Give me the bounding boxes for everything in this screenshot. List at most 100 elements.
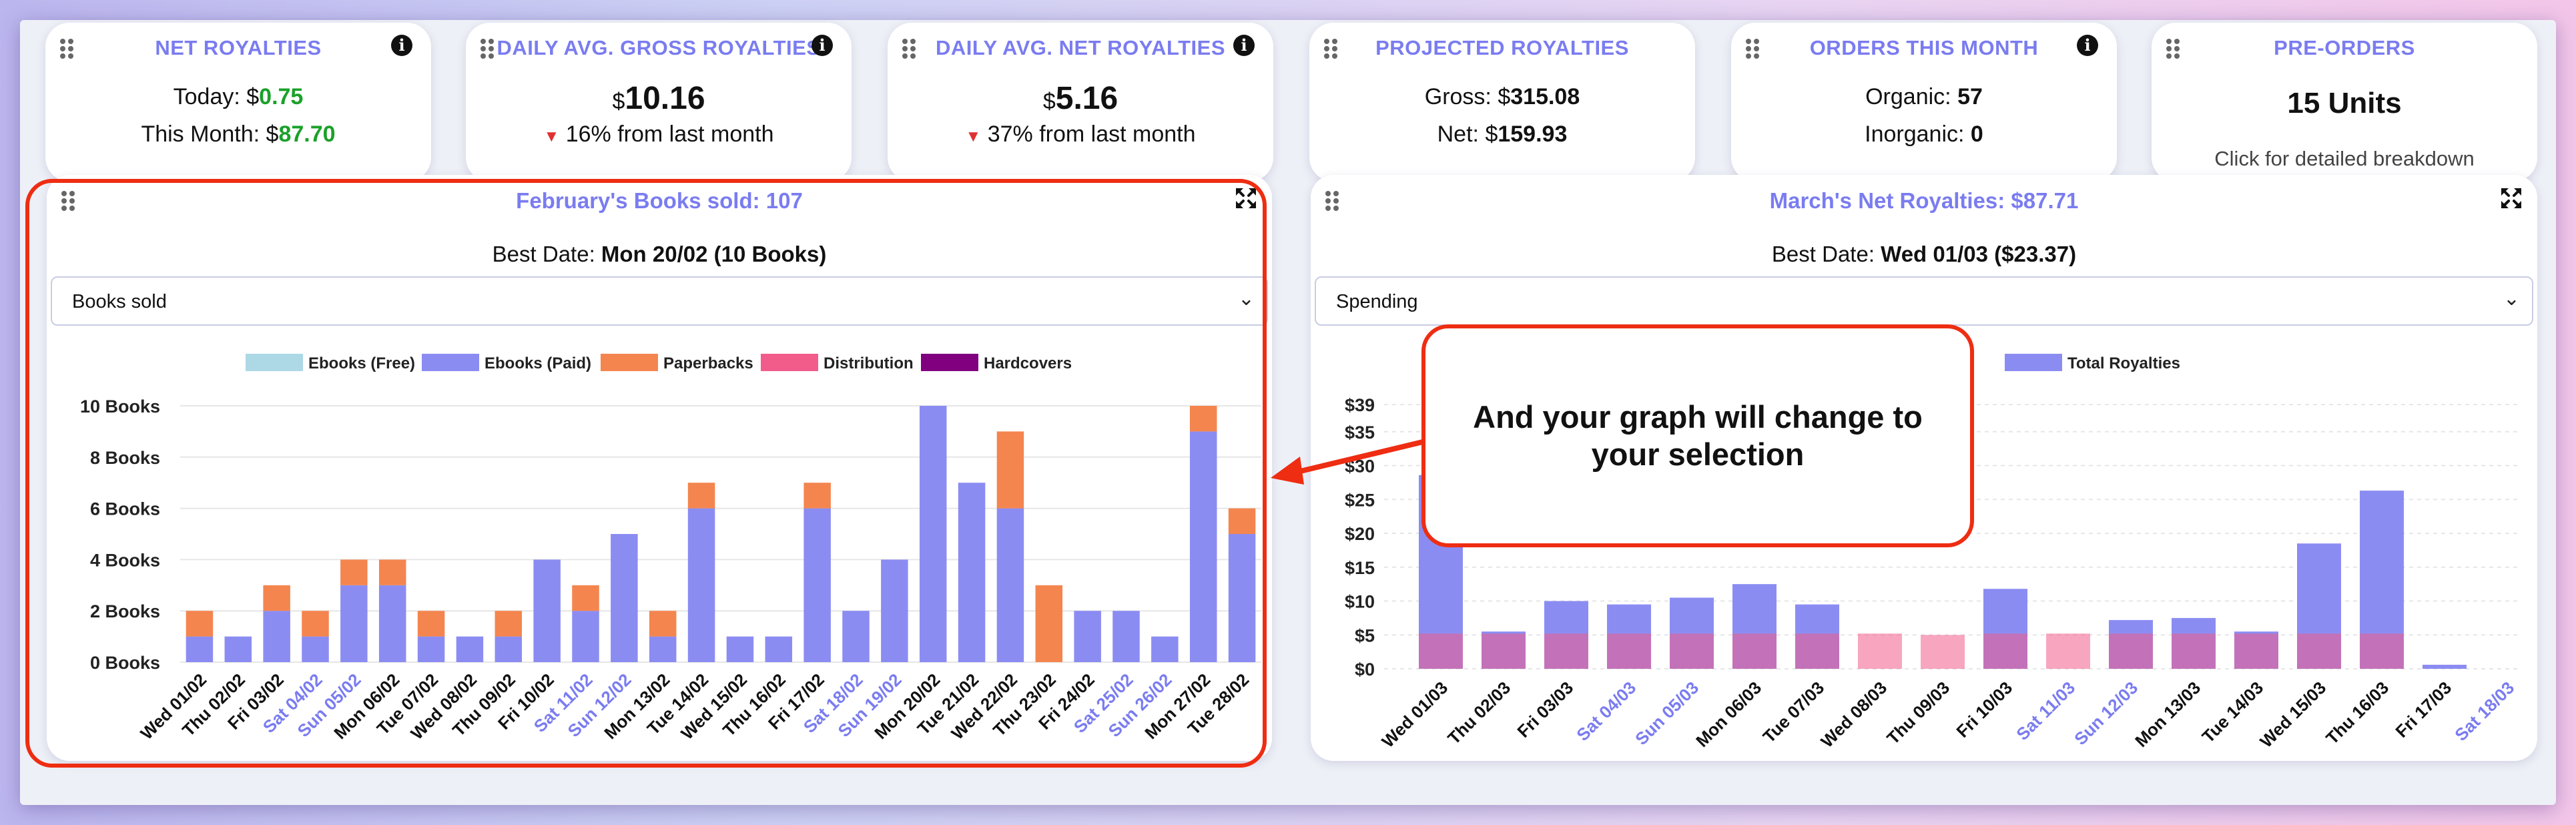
x-tick-label: Wed 08/03: [1817, 677, 1891, 752]
x-tick-label: Thu 16/03: [2322, 677, 2392, 748]
bar-ebooks-paid: [649, 636, 677, 662]
bar-ebooks-paid: [495, 636, 523, 662]
info-icon[interactable]: i: [1233, 35, 1255, 56]
x-tick-label: Sun 05/03: [1631, 677, 1702, 749]
drag-handle-icon[interactable]: [1324, 190, 1341, 212]
y-tick-label: 10 Books: [80, 396, 160, 417]
daily-net-value: $5.16: [1042, 81, 1118, 116]
bar-paperbacks: [378, 559, 406, 585]
chevron-down-icon: ⌄: [2503, 288, 2520, 310]
daily-gross-card[interactable]: DAILY AVG. GROSS ROYALTIES i $10.16 ▼ 16…: [466, 23, 852, 182]
drag-handle-icon[interactable]: [59, 37, 76, 60]
bar-paperbacks: [1035, 585, 1063, 662]
bar-ebooks-paid: [996, 508, 1024, 662]
info-icon[interactable]: i: [391, 35, 412, 56]
x-tick-label: Sat 04/03: [1572, 677, 1640, 745]
card-title: PROJECTED ROYALTIES: [1375, 36, 1629, 59]
net-royalties-card[interactable]: NET ROYALTIES i Today: $0.75 This Month:…: [45, 23, 431, 182]
bar-ebooks-paid: [842, 611, 870, 662]
drag-handle-icon[interactable]: [479, 37, 497, 60]
drag-handle-icon[interactable]: [60, 190, 77, 212]
orders-card[interactable]: ORDERS THIS MONTH i Organic: 57 Inorgani…: [1731, 23, 2117, 182]
x-tick-label: Fri 10/03: [1952, 677, 2016, 742]
daily-gross-value: $10.16: [612, 81, 705, 116]
drag-handle-icon[interactable]: [2165, 37, 2182, 60]
metric-select[interactable]: Books sold ⌄: [51, 276, 1268, 326]
bar-ebooks-paid: [302, 636, 329, 662]
bar-ebooks-paid: [1151, 636, 1179, 662]
legend-swatch: [246, 354, 303, 371]
daily-gross-change: ▼ 16% from last month: [543, 121, 774, 147]
bar-paperbacks: [417, 611, 445, 637]
bar-spending: [1921, 635, 1965, 669]
x-tick-label: Fri 17/03: [2391, 677, 2455, 742]
bar-spending: [2297, 633, 2341, 669]
drag-handle-icon[interactable]: [1744, 37, 1762, 60]
y-tick-label: 8 Books: [90, 448, 160, 468]
info-icon[interactable]: i: [812, 35, 833, 56]
x-tick-label: Wed 15/03: [2256, 677, 2330, 752]
bar-paperbacks: [495, 611, 523, 637]
bar-ebooks-paid: [1228, 534, 1256, 662]
legend-label: Ebooks (Free): [308, 354, 415, 372]
x-tick-label: Thu 09/03: [1883, 677, 1953, 748]
inorganic-orders: Inorganic: 0: [1865, 121, 1983, 147]
bar-spending: [1983, 633, 2027, 669]
legend-swatch: [422, 354, 479, 371]
books-sold-chart: Ebooks (Free) Ebooks (Paid) Paperbacks Dist…: [80, 354, 1261, 744]
x-tick-label: Sat 18/03: [2451, 677, 2518, 745]
drag-handle-icon[interactable]: [901, 37, 918, 60]
highlight-box: [25, 179, 1267, 768]
legend-swatch: [601, 354, 658, 371]
net-royalties-chart: Total Royalties $0 $5 $10 $15 $20 $25 $30 $35 $39…: [1345, 354, 2519, 752]
projected-gross: Gross: $315.08: [1424, 84, 1580, 109]
today-royalties: Today: $0.75: [173, 84, 304, 109]
bar-spending: [1670, 633, 1714, 669]
bar-ebooks-paid: [417, 636, 445, 662]
bar-spending: [2234, 633, 2278, 669]
bar-paperbacks: [302, 611, 329, 637]
panel-title: March's Net Royalties: $87.71: [1769, 188, 2079, 213]
card-title: DAILY AVG. GROSS ROYALTIES: [497, 36, 821, 59]
bar-ebooks-paid: [611, 534, 638, 662]
preorders-breakdown-link[interactable]: Click for detailed breakdown: [2214, 147, 2475, 170]
bar-ebooks-paid: [1074, 611, 1101, 662]
bar-ebooks-paid: [263, 611, 290, 662]
x-tick-label: Sun 12/03: [2070, 677, 2142, 749]
metric-select[interactable]: Spending ⌄: [1315, 276, 2533, 326]
y-tick-label: $35: [1345, 423, 1375, 443]
card-title: NET ROYALTIES: [155, 36, 322, 59]
expand-icon[interactable]: [2500, 187, 2523, 210]
legend-swatch: [761, 354, 818, 371]
bar-ebooks-paid: [726, 636, 754, 662]
callout-box: And your graph will change to your selec…: [1421, 324, 1974, 547]
bar-ebooks-paid: [533, 559, 561, 662]
bar-ebooks-paid: [186, 636, 214, 662]
legend-label: Total Royalties: [2067, 354, 2180, 372]
projected-royalties-card[interactable]: PROJECTED ROYALTIES Gross: $315.08 Net: …: [1309, 23, 1695, 182]
x-tick-label: Mon 13/03: [2131, 677, 2204, 751]
x-tick-label: Thu 02/03: [1443, 677, 1514, 748]
bar-paperbacks: [996, 431, 1024, 509]
legend-label: Distribution: [824, 354, 914, 372]
bar-royalties: [2423, 664, 2467, 669]
drag-handle-icon[interactable]: [1323, 37, 1340, 60]
y-tick-label: $15: [1345, 558, 1375, 578]
bar-spending: [1795, 633, 1839, 669]
y-tick-label: $0: [1355, 659, 1375, 679]
y-tick-label: $30: [1345, 457, 1375, 477]
preorders-card[interactable]: PRE-ORDERS 15 Units Click for detailed b…: [2152, 23, 2537, 182]
month-royalties: This Month: $87.70: [141, 121, 336, 147]
bar-spending: [2360, 633, 2404, 669]
daily-net-card[interactable]: DAILY AVG. NET ROYALTIES i $5.16 ▼ 37% f…: [888, 23, 1273, 182]
bar-spending: [1732, 633, 1777, 669]
daily-net-change: ▼ 37% from last month: [965, 121, 1196, 147]
card-title: PRE-ORDERS: [2274, 36, 2415, 59]
bar-ebooks-paid: [687, 508, 715, 662]
bar-spending: [2172, 633, 2216, 669]
bar-ebooks-paid: [1189, 431, 1217, 662]
y-tick-label: 6 Books: [90, 499, 160, 519]
bar-paperbacks: [649, 611, 677, 637]
y-tick-label: 2 Books: [90, 601, 160, 621]
info-icon[interactable]: i: [2077, 35, 2098, 56]
